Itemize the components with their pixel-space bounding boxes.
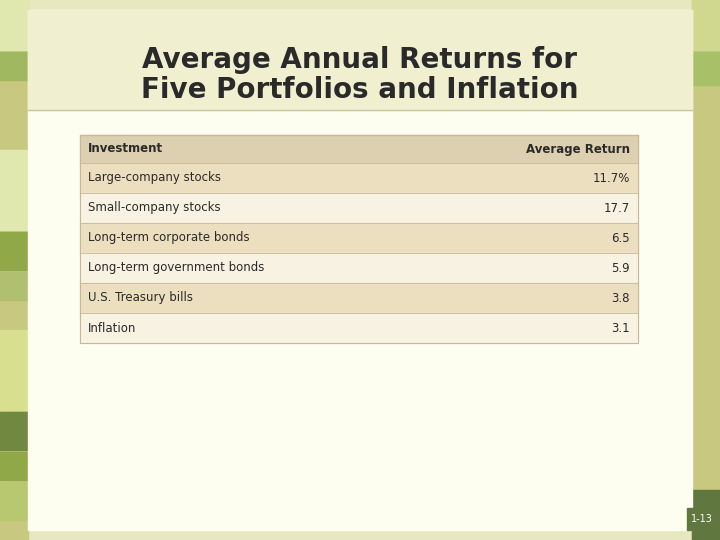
Bar [0,52,28,80]
Text: 17.7: 17.7 [604,201,630,214]
Bar [0,0,28,50]
Text: Inflation: Inflation [88,321,136,334]
Bar [692,0,720,540]
Bar [0,82,28,110]
Bar [0,232,28,270]
Bar [0,0,28,540]
Text: 3.1: 3.1 [611,321,630,334]
Bar [80,135,638,163]
Bar [0,330,28,410]
Text: 3.8: 3.8 [611,292,630,305]
Bar [0,0,720,10]
Bar [687,508,720,530]
Bar [0,272,28,300]
Bar [692,490,720,540]
Text: U.S. Treasury bills: U.S. Treasury bills [88,292,193,305]
Bar [80,193,638,223]
Text: 11.7%: 11.7% [593,172,630,185]
Text: Average Annual Returns for: Average Annual Returns for [143,46,577,74]
Text: Long-term government bonds: Long-term government bonds [88,261,264,274]
Bar [0,452,28,480]
Bar [80,283,638,313]
Bar [0,150,28,230]
Bar [28,10,692,110]
Bar [80,135,638,343]
Text: Long-term corporate bonds: Long-term corporate bonds [88,232,250,245]
Bar [80,163,638,193]
Text: Average Return: Average Return [526,143,630,156]
Text: Investment: Investment [88,143,163,156]
Bar [692,0,720,50]
Text: 5.9: 5.9 [611,261,630,274]
Text: 1-13: 1-13 [691,514,713,524]
Bar [0,412,28,450]
Text: Large-company stocks: Large-company stocks [88,172,221,185]
Bar [0,530,720,540]
Bar [0,482,28,520]
Bar [80,223,638,253]
Text: Five Portfolios and Inflation: Five Portfolios and Inflation [141,76,579,104]
Bar [692,52,720,85]
Text: 6.5: 6.5 [611,232,630,245]
Text: Small-company stocks: Small-company stocks [88,201,220,214]
Bar [80,253,638,283]
Bar [80,313,638,343]
